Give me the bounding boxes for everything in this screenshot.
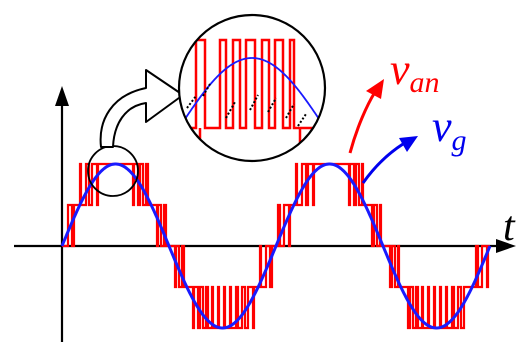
horizontal-axis-arrowhead (496, 239, 516, 253)
zoom-step-0 (186, 95, 197, 109)
vg-arrowhead (399, 136, 418, 152)
vg-arrow (361, 142, 404, 184)
van-arrow (348, 91, 377, 154)
curved-outline-arrow-icon (99, 69, 184, 148)
zoom-step-3 (249, 94, 259, 111)
zoom-step-4 (267, 97, 277, 113)
van-label-main: v (390, 45, 410, 94)
zoom-inset (177, 13, 327, 163)
vg-label: vg (432, 102, 467, 157)
van-arrowhead (366, 79, 384, 99)
zoom-step-2 (225, 101, 236, 119)
vertical-axis-arrowhead (55, 86, 69, 106)
vg-sine-waveform (60, 162, 492, 330)
zoomed-sampling-steps (186, 83, 307, 127)
axes (14, 86, 516, 342)
zoomed-sine (179, 57, 325, 129)
zoom-step-6 (297, 113, 307, 127)
zoom-step-5 (285, 103, 295, 119)
van-label: van (390, 45, 440, 99)
magnifier-circle-icon (177, 13, 327, 163)
vg-label-subscript: g (452, 124, 467, 157)
time-axis-label: t (503, 204, 516, 250)
vg-label-main: v (432, 102, 452, 151)
van-label-subscript: an (410, 66, 440, 99)
